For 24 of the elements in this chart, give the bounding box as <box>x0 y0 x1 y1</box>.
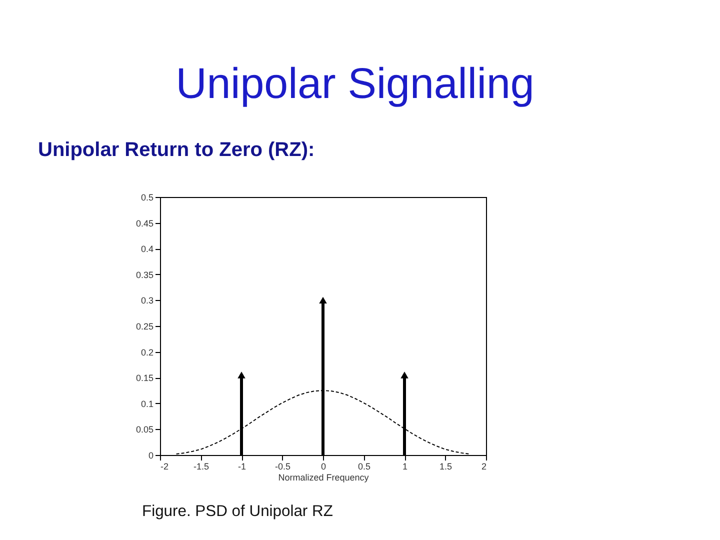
y-tick-label: 0.1 <box>140 398 154 409</box>
y-tick-label: 0.05 <box>136 424 154 435</box>
chart-title: Unipolar Signalling <box>176 60 534 108</box>
x-tick-label: -0.5 <box>274 462 291 472</box>
y-tick-label: 0.5 <box>140 192 154 202</box>
y-tick-label: 0.15 <box>136 373 154 384</box>
y-tick-label: 0.4 <box>140 244 154 254</box>
y-tick-label: 0.2 <box>140 347 154 358</box>
x-axis-title: Normalized Frequency <box>278 472 370 482</box>
y-tick-label: 0 <box>148 450 154 460</box>
y-tick-label: 0.35 <box>136 270 154 280</box>
x-tick-label: 1 <box>402 462 408 472</box>
x-tick-label: 2 <box>481 462 486 472</box>
y-tick-label: 0.25 <box>136 322 154 332</box>
chart-subtitle: Unipolar Return to Zero (RZ): <box>38 139 315 161</box>
text: Figure. PSD of Unipolar RZ <box>142 503 334 520</box>
x-tick-label: -1.5 <box>193 462 210 472</box>
x-tick-label: -2 <box>160 462 169 472</box>
y-tick-label: 0.45 <box>136 218 154 228</box>
x-tick-label: 0 <box>320 462 326 472</box>
x-tick-label: -1 <box>238 462 246 472</box>
y-tick-label: 0.3 <box>140 296 154 306</box>
x-tick-label: 1.5 <box>439 462 452 472</box>
x-tick-label: 0.5 <box>358 462 371 472</box>
